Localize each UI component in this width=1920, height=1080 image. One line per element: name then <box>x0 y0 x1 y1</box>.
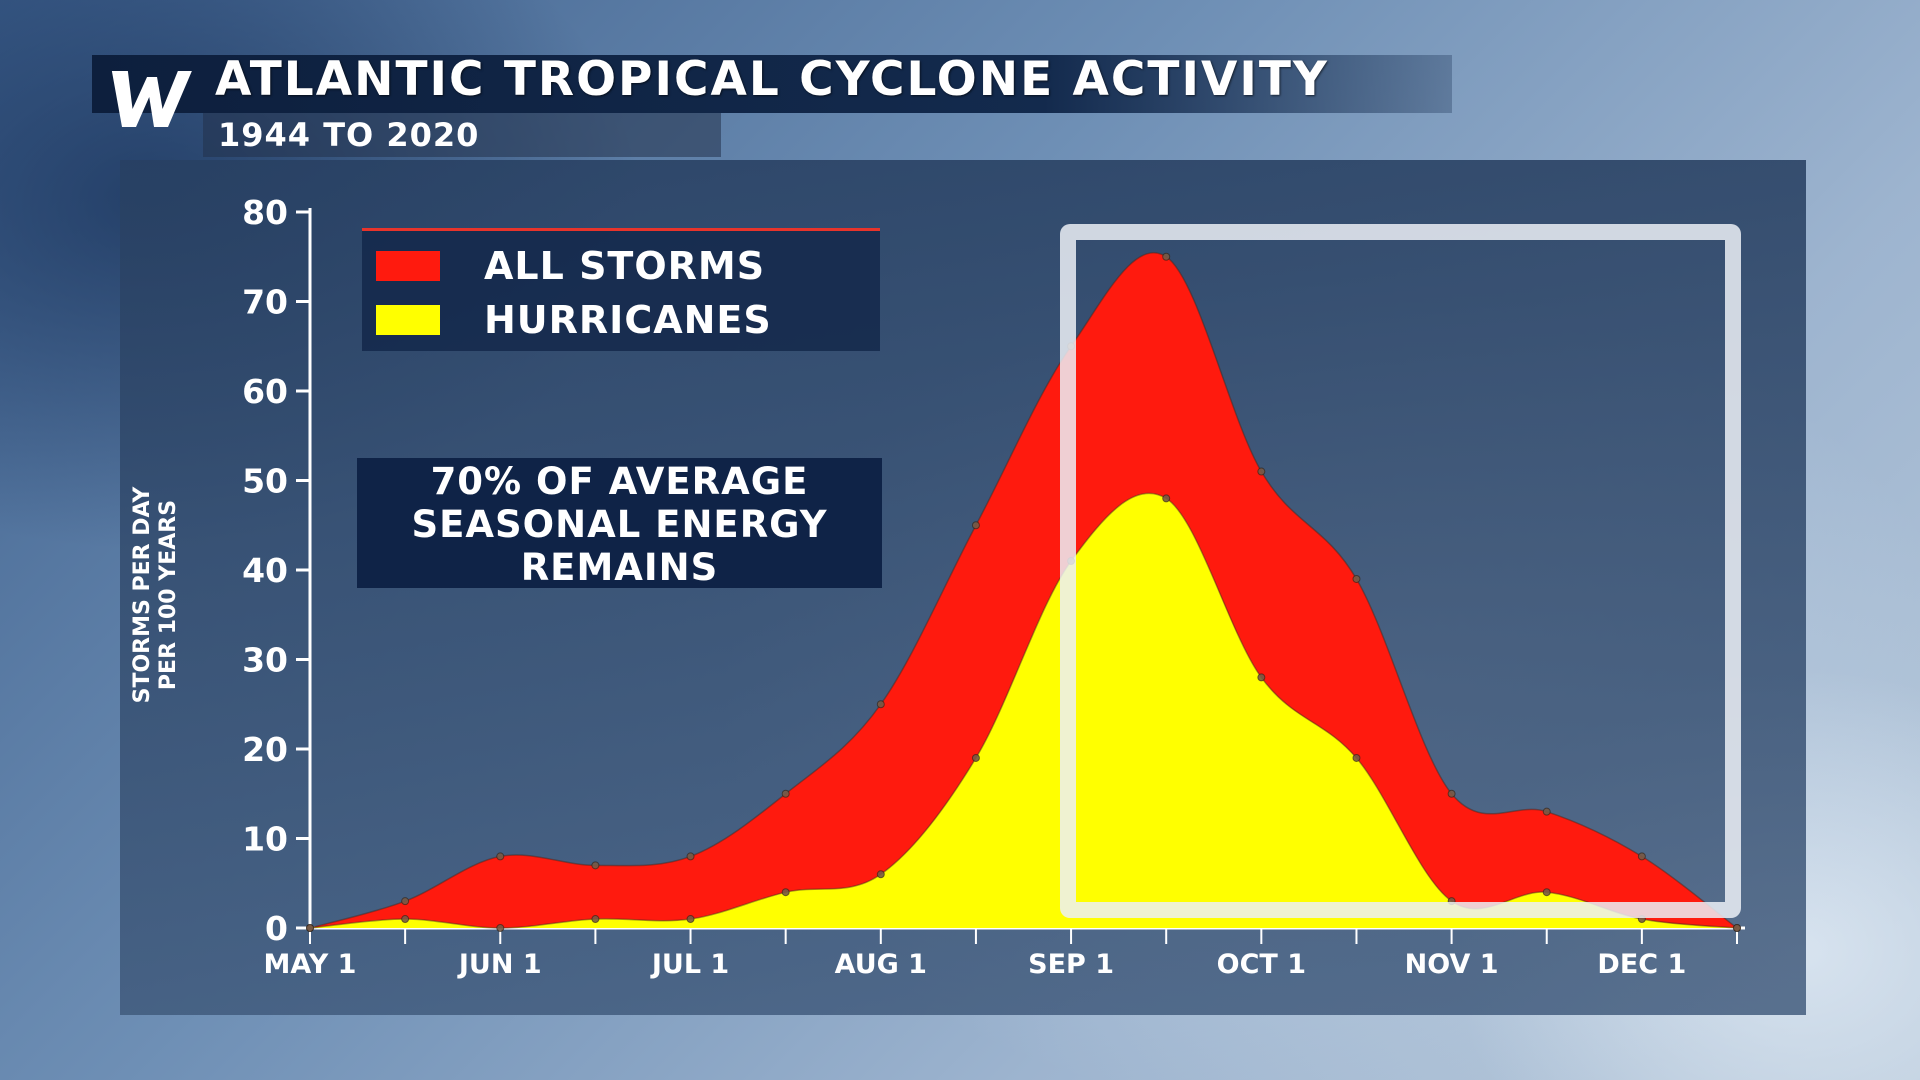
legend-item-hurricanes: HURRICANES <box>376 295 772 345</box>
legend-label-all-storms: ALL STORMS <box>484 244 766 288</box>
x-tick-label-2: JUL 1 <box>650 949 729 980</box>
weather-logo-icon <box>102 58 202 138</box>
chart-legend: ALL STORMS HURRICANES <box>362 228 880 351</box>
y-tick-label-40: 40 <box>242 551 288 590</box>
subtitle-bar <box>203 113 721 157</box>
legend-item-all-storms: ALL STORMS <box>376 241 765 291</box>
point-all-storms-2 <box>496 852 505 861</box>
point-hurricanes-5 <box>781 888 790 897</box>
point-all-storms-12 <box>1447 789 1456 798</box>
y-tick-label-20: 20 <box>242 730 288 769</box>
y-tick-label-80: 80 <box>242 193 288 232</box>
y-tick-label-30: 30 <box>242 641 288 680</box>
x-tick-label-4: SEP 1 <box>1028 949 1114 980</box>
point-hurricanes-15 <box>1733 924 1741 932</box>
point-all-storms-6 <box>876 700 885 709</box>
point-hurricanes-4 <box>686 915 695 924</box>
point-all-storms-14 <box>1637 852 1646 861</box>
legend-swatch-hurricanes <box>376 305 440 335</box>
point-all-storms-3 <box>591 861 600 870</box>
x-tick-label-5: OCT 1 <box>1217 949 1306 980</box>
point-hurricanes-7 <box>971 753 980 762</box>
point-all-storms-1 <box>401 897 410 906</box>
page-title: ATLANTIC TROPICAL CYCLONE ACTIVITY <box>215 52 1329 107</box>
y-tick-label-60: 60 <box>242 372 288 411</box>
x-tick-label-6: NOV 1 <box>1405 949 1499 980</box>
point-hurricanes-9 <box>1162 494 1171 503</box>
point-hurricanes-3 <box>591 915 600 924</box>
point-hurricanes-6 <box>876 870 885 879</box>
y-tick-label-10: 10 <box>242 820 288 859</box>
x-tick-label-1: JUN 1 <box>457 949 542 980</box>
energy-annotation: 70% OF AVERAGE SEASONAL ENERGY REMAINS <box>357 458 882 589</box>
y-axis-label: STORMS PER DAY PER 100 YEARS <box>130 486 181 704</box>
page-subtitle: 1944 TO 2020 <box>218 116 480 154</box>
x-tick-label-0: MAY 1 <box>264 949 357 980</box>
point-hurricanes-1 <box>401 915 410 924</box>
x-tick-label-7: DEC 1 <box>1597 949 1686 980</box>
area-all-storms <box>310 252 1737 929</box>
point-all-storms-10 <box>1257 467 1266 476</box>
y-tick-label-50: 50 <box>242 462 288 501</box>
point-hurricanes-11 <box>1352 753 1361 762</box>
legend-swatch-all-storms <box>376 251 440 281</box>
legend-label-hurricanes: HURRICANES <box>484 298 772 342</box>
point-hurricanes-0 <box>306 924 314 932</box>
point-hurricanes-2 <box>496 924 505 932</box>
point-all-storms-5 <box>781 789 790 798</box>
area-hurricanes <box>310 493 1737 928</box>
point-all-storms-13 <box>1542 807 1551 816</box>
peak-season-highlight-box <box>1060 224 1741 918</box>
point-all-storms-11 <box>1352 574 1361 583</box>
header-bar <box>92 55 1452 113</box>
y-tick-label-70: 70 <box>242 283 288 322</box>
y-tick-label-0: 0 <box>265 909 288 948</box>
point-all-storms-7 <box>971 521 980 530</box>
x-tick-label-3: AUG 1 <box>835 949 927 980</box>
point-all-storms-9 <box>1162 252 1171 261</box>
point-hurricanes-10 <box>1257 673 1266 682</box>
point-all-storms-4 <box>686 852 695 861</box>
point-hurricanes-13 <box>1542 888 1551 897</box>
